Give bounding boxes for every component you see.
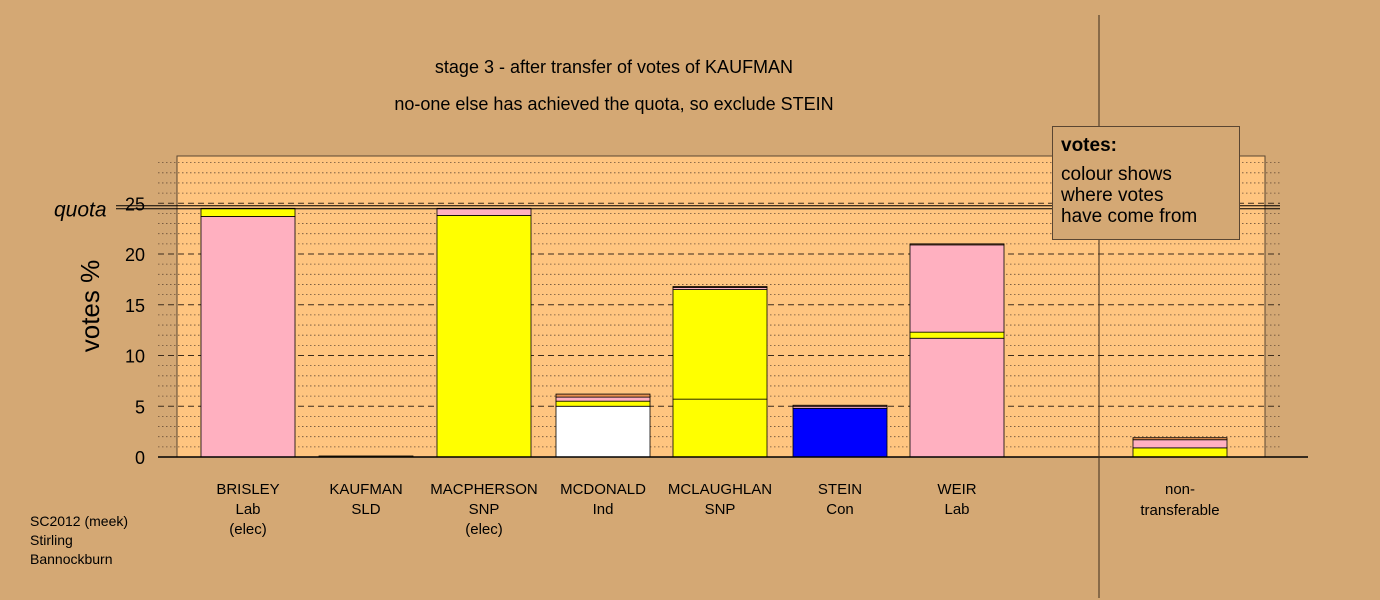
chart-title: stage 3 - after transfer of votes of KAU… <box>435 57 793 77</box>
candidate-name-label: KAUFMAN <box>329 481 402 498</box>
nontransferable-label-2: transferable <box>1140 502 1219 519</box>
candidate-name-label: MACPHERSON <box>430 481 538 498</box>
bar-mclaughlan <box>672 286 768 458</box>
candidate-name-label: MCDONALD <box>560 481 646 498</box>
candidate-party-label: Con <box>826 501 854 518</box>
chart-subtitle: no-one else has achieved the quota, so e… <box>394 94 833 114</box>
y-tick-label: 25 <box>125 194 145 214</box>
y-tick-label: 5 <box>135 397 145 417</box>
candidate-name-label: STEIN <box>818 481 862 498</box>
bar-stein-segment <box>792 404 888 407</box>
footer: SC2012 (meek) Stirling Bannockburn <box>30 512 128 569</box>
bar-weir-segment <box>909 331 1005 339</box>
bar-mcdonald-segment <box>555 396 651 402</box>
bar-brisley <box>200 207 296 458</box>
legend-box: votes: colour shows where votes have com… <box>1052 126 1240 240</box>
legend-line-3: have come from <box>1061 206 1198 227</box>
candidate-party-label: Lab <box>944 501 969 518</box>
bar-brisley-segment <box>200 216 296 458</box>
bar-weir-segment <box>909 244 1005 333</box>
bar-mcdonald <box>555 393 651 458</box>
candidate-name-label: WEIR <box>937 481 976 498</box>
y-tick-label: 0 <box>135 448 145 468</box>
candidate-party-label: SNP <box>469 501 500 518</box>
bar-nontransferable-segment <box>1132 439 1228 449</box>
bar-stein-segment <box>792 407 888 458</box>
bar-nontransferable <box>1132 437 1228 458</box>
y-tick-label: 10 <box>125 347 145 367</box>
bar-macpherson <box>436 207 532 458</box>
bar-weir-segment <box>909 337 1005 458</box>
bar-mclaughlan-segment <box>672 286 768 288</box>
quota-label: quota <box>54 198 107 221</box>
candidate-status-label: (elec) <box>465 521 503 538</box>
bar-stein <box>792 404 888 458</box>
footer-line-2: Stirling <box>30 532 73 548</box>
footer-line-3: Bannockburn <box>30 551 113 567</box>
bar-macpherson-segment <box>436 215 532 458</box>
candidate-party-label: Lab <box>235 501 260 518</box>
candidate-party-label: SLD <box>351 501 380 518</box>
bar-weir-segment <box>909 243 1005 246</box>
bar-brisley-segment <box>200 207 296 217</box>
bar-mcdonald-segment <box>555 400 651 407</box>
bar-mclaughlan-segment <box>672 289 768 400</box>
bar-nontransferable-segment <box>1132 447 1228 458</box>
legend-heading: votes: <box>1061 135 1117 156</box>
bar-nontransferable-segment <box>1132 437 1228 441</box>
legend-line-2: where votes <box>1061 185 1164 206</box>
bar-mcdonald-segment <box>555 393 651 398</box>
candidate-name-label: MCLAUGHLAN <box>668 481 772 498</box>
bar-mcdonald-segment <box>555 405 651 458</box>
bar-macpherson-segment <box>436 207 532 216</box>
candidate-status-label: (elec) <box>229 521 267 538</box>
candidate-party-label: SNP <box>705 501 736 518</box>
nontransferable-label-1: non- <box>1165 481 1195 498</box>
y-axis-label: votes % <box>75 260 105 353</box>
bar-weir <box>909 243 1005 458</box>
y-tick-label: 20 <box>125 245 145 265</box>
footer-line-1: SC2012 (meek) <box>30 513 129 529</box>
y-tick-label: 15 <box>125 296 145 316</box>
candidate-party-label: Ind <box>593 501 614 518</box>
candidate-name-label: BRISLEY <box>216 481 279 498</box>
legend-line-1: colour shows <box>1061 164 1172 185</box>
bar-mclaughlan-segment <box>672 398 768 458</box>
